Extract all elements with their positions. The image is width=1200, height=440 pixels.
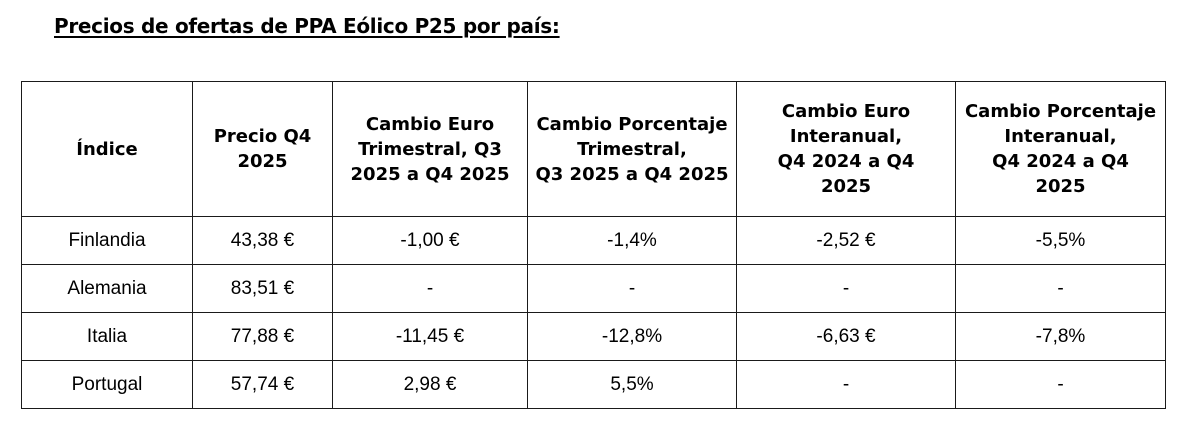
cell-euro-change-qoq: 2,98 € (332, 360, 528, 409)
cell-euro-change-yoy: - (736, 264, 956, 313)
header-line: Q4 2024 a Q4 (777, 151, 915, 172)
cell-pct-change-qoq: - (527, 264, 737, 313)
header-line: Cambio Porcentaje (964, 101, 1157, 122)
header-indice: Índice (21, 81, 193, 217)
cell-euro-change-qoq: - (332, 264, 528, 313)
header-cambio-porcentaje-interanual: Cambio Porcentaje Interanual, Q4 2024 a … (955, 81, 1166, 217)
header-line: Interanual, (789, 126, 903, 147)
cell-euro-change-qoq: -11,45 € (332, 312, 528, 361)
cell-country: Alemania (21, 264, 193, 313)
cell-pct-change-yoy: - (955, 264, 1166, 313)
cell-price: 83,51 € (192, 264, 333, 313)
table-row: Alemania 83,51 € - - - - (21, 264, 1166, 313)
header-cambio-porcentaje-trimestral: Cambio Porcentaje Trimestral, Q3 2025 a … (527, 81, 737, 217)
cell-pct-change-yoy: -7,8% (955, 312, 1166, 361)
cell-pct-change-yoy: -5,5% (955, 216, 1166, 265)
header-row: Índice Precio Q4 2025 Cambio Euro Trimes… (21, 81, 1166, 217)
table-row: Portugal 57,74 € 2,98 € 5,5% - - (21, 360, 1166, 409)
header-line: 2025 a Q4 2025 (350, 163, 510, 185)
cell-price: 43,38 € (192, 216, 333, 265)
header-line: 2025 (820, 176, 872, 197)
header-line: Interanual, (1004, 126, 1117, 147)
header-line: Q3 2025 a Q4 2025 (535, 163, 729, 185)
cell-price: 57,74 € (192, 360, 333, 409)
cell-price: 77,88 € (192, 312, 333, 361)
header-line: 2025 (1035, 176, 1086, 197)
cell-country: Italia (21, 312, 193, 361)
cell-country: Finlandia (21, 216, 193, 265)
document-title: Precios de ofertas de PPA Eólico P25 por… (54, 14, 560, 38)
cell-pct-change-qoq: 5,5% (527, 360, 737, 409)
cell-country: Portugal (21, 360, 193, 409)
header-line: Q4 2024 a Q4 (992, 151, 1129, 172)
header-line: 2025 (237, 151, 288, 172)
header-cambio-euro-interanual: Cambio Euro Interanual, Q4 2024 a Q4 202… (736, 81, 956, 217)
header-cambio-euro-trimestral: Cambio Euro Trimestral, Q3 2025 a Q4 202… (332, 81, 528, 217)
header-line: Índice (76, 138, 138, 160)
header-line: Cambio Euro (781, 101, 911, 122)
table-row: Finlandia 43,38 € -1,00 € -1,4% -2,52 € … (21, 216, 1166, 265)
cell-pct-change-yoy: - (955, 360, 1166, 409)
cell-pct-change-qoq: -12,8% (527, 312, 737, 361)
cell-euro-change-yoy: - (736, 360, 956, 409)
header-line: Cambio Euro (365, 113, 495, 135)
cell-euro-change-yoy: -2,52 € (736, 216, 956, 265)
header-line: Cambio Porcentaje (536, 113, 728, 135)
price-table: Índice Precio Q4 2025 Cambio Euro Trimes… (21, 81, 1166, 409)
cell-pct-change-qoq: -1,4% (527, 216, 737, 265)
header-line: Trimestral, Q3 (358, 138, 502, 160)
cell-euro-change-qoq: -1,00 € (332, 216, 528, 265)
cell-euro-change-yoy: -6,63 € (736, 312, 956, 361)
table-row: Italia 77,88 € -11,45 € -12,8% -6,63 € -… (21, 312, 1166, 361)
header-line: Precio Q4 (213, 126, 312, 147)
header-precio-q4: Precio Q4 2025 (192, 81, 333, 217)
header-line: Trimestral, (577, 138, 687, 160)
